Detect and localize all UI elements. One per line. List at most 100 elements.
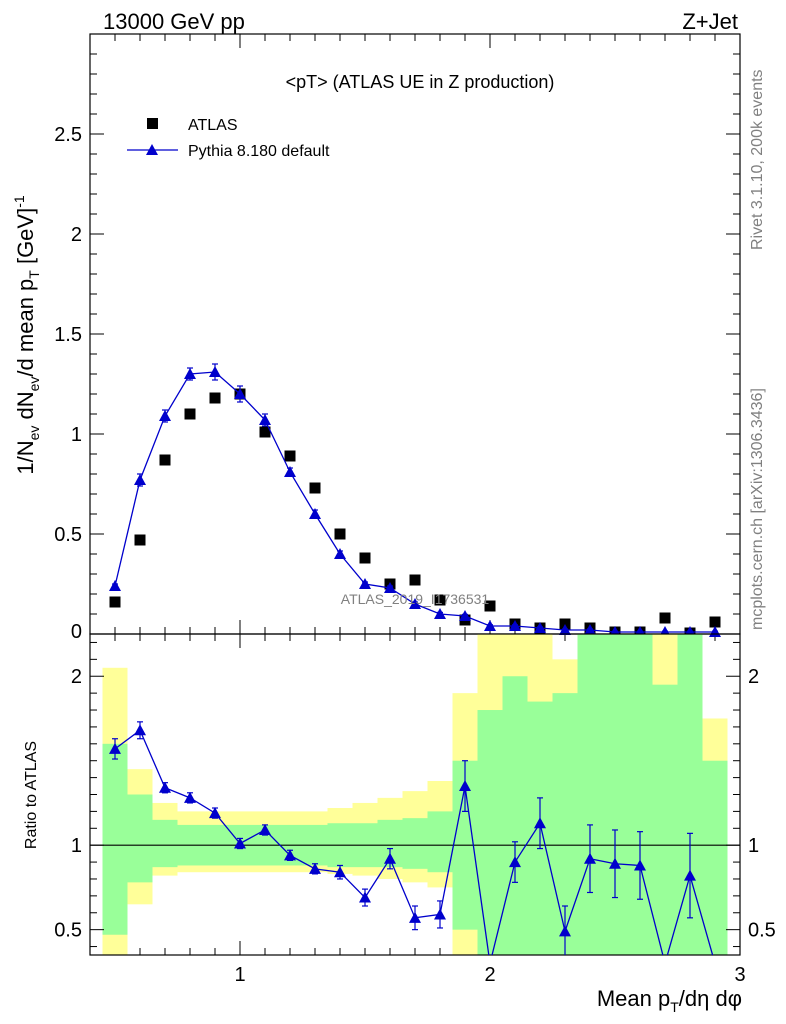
mc-point xyxy=(559,624,571,635)
atlas-point xyxy=(409,574,421,586)
mc-point xyxy=(509,620,521,631)
mc-point xyxy=(209,366,221,377)
ratio-band-inner xyxy=(402,818,428,869)
ratio-y-tick-label-right: 2 xyxy=(748,666,759,688)
xlabel: Mean pT/dη dφ xyxy=(597,986,742,1015)
mc-point xyxy=(584,624,596,635)
main-ylabel: 1/Nev dNev/d mean pT [GeV]-1 xyxy=(11,195,42,475)
header-right: Z+Jet xyxy=(682,9,738,34)
ratio-point xyxy=(434,908,446,920)
ratio-point xyxy=(509,856,521,868)
mcplots-label: mcplots.cern.ch [arXiv:1306.3436] xyxy=(749,388,766,630)
atlas-point xyxy=(109,596,121,608)
y-tick-label: 2.5 xyxy=(54,124,82,146)
ratio-y-tick-label: 1 xyxy=(71,835,82,857)
ratio-band-inner xyxy=(602,634,628,955)
legend-marker-atlas xyxy=(147,118,158,129)
ratio-band-inner xyxy=(627,634,653,955)
atlas-point xyxy=(184,408,196,420)
ratio-point xyxy=(559,925,571,937)
ratio-point xyxy=(259,823,271,835)
ratio-point xyxy=(634,859,646,871)
legend-label-atlas: ATLAS xyxy=(188,117,238,134)
mc-point xyxy=(309,508,321,519)
mc-point xyxy=(459,610,471,621)
ratio-band-inner xyxy=(477,710,503,955)
mc-point xyxy=(184,368,196,379)
mc-point xyxy=(534,622,546,633)
ratio-point xyxy=(684,869,696,881)
ratio-point xyxy=(159,781,171,793)
atlas-point xyxy=(259,426,271,438)
ratio-band-inner xyxy=(427,811,453,873)
atlas-point xyxy=(334,528,346,540)
ratio-point xyxy=(359,891,371,903)
mc-point xyxy=(484,620,496,631)
ratio-band-inner xyxy=(102,743,128,935)
ratio-series xyxy=(109,721,714,955)
mc-point xyxy=(359,578,371,589)
ratio-band-inner xyxy=(577,634,603,955)
main-plot: 0.5 1 1.5 2 2.5 0 xyxy=(54,33,741,955)
header-left: 13000 GeV pp xyxy=(103,9,245,34)
mc-point xyxy=(334,548,346,559)
atlas-point xyxy=(359,552,371,564)
atlas-point xyxy=(659,612,671,624)
y-tick-label: 1 xyxy=(71,424,82,446)
ratio-point xyxy=(584,852,596,864)
ratio-point xyxy=(134,724,146,736)
legend-label-mc: Pythia 8.180 default xyxy=(188,143,330,160)
ratio-point xyxy=(409,911,421,923)
x-tick-label: 2 xyxy=(484,964,495,986)
mc-point xyxy=(384,582,396,593)
rivet-label: Rivet 3.1.10, 200k events xyxy=(749,69,766,250)
atlas-point xyxy=(434,594,446,606)
atlas-point xyxy=(484,600,496,612)
y-tick-label: 2 xyxy=(71,224,82,246)
mc-point xyxy=(409,598,421,609)
x-tick-label: 1 xyxy=(234,964,245,986)
ratio-plot: 1 2 30.5 0.51 12 2 xyxy=(54,633,776,986)
ratio-point xyxy=(309,862,321,874)
ratio-point xyxy=(384,852,396,864)
ratio-point xyxy=(109,742,121,754)
y-tick-label: 1.5 xyxy=(54,324,82,346)
mc-point xyxy=(234,388,246,399)
ratio-band-inner xyxy=(502,676,528,955)
ratio-point xyxy=(234,837,246,849)
atlas-point xyxy=(284,450,296,462)
ratio-point xyxy=(459,780,471,792)
ratio-ylabel: Ratio to ATLAS xyxy=(23,741,40,849)
ratio-point xyxy=(184,791,196,803)
ratio-band-inner xyxy=(152,819,178,868)
atlas-point xyxy=(134,534,146,546)
legend: ATLAS Pythia 8.180 default xyxy=(127,117,330,160)
ratio-point xyxy=(284,849,296,861)
mc-point xyxy=(159,410,171,421)
ratio-band-inner xyxy=(652,684,678,955)
ratio-y-tick-label-right: 0.5 xyxy=(748,920,776,942)
analysis-watermark: ATLAS_2019_I1736531 xyxy=(341,591,490,607)
ratio-point xyxy=(334,866,346,878)
atlas-point xyxy=(309,482,321,494)
ratio-band-inner xyxy=(127,794,153,883)
ratio-band-inner xyxy=(702,760,728,955)
ratio-point xyxy=(534,817,546,829)
y-tick-label-zero: 0 xyxy=(71,621,82,643)
ratio-y-tick-label: 2 xyxy=(71,666,82,688)
legend-marker-mc xyxy=(146,144,158,155)
ratio-point xyxy=(609,857,621,869)
mc-point xyxy=(434,608,446,619)
atlas-point xyxy=(209,392,221,404)
atlas-point xyxy=(159,454,171,466)
ratio-y-tick-label-right: 1 xyxy=(748,835,759,857)
y-tick-label: 0.5 xyxy=(54,524,82,546)
mc-point xyxy=(134,474,146,485)
x-tick-label: 3 xyxy=(734,964,745,986)
atlas-point xyxy=(709,616,721,628)
mc-point xyxy=(259,414,271,425)
mc-point xyxy=(284,466,296,477)
mc-point xyxy=(109,580,121,591)
ratio-y-tick-label: 0.5 xyxy=(54,920,82,942)
